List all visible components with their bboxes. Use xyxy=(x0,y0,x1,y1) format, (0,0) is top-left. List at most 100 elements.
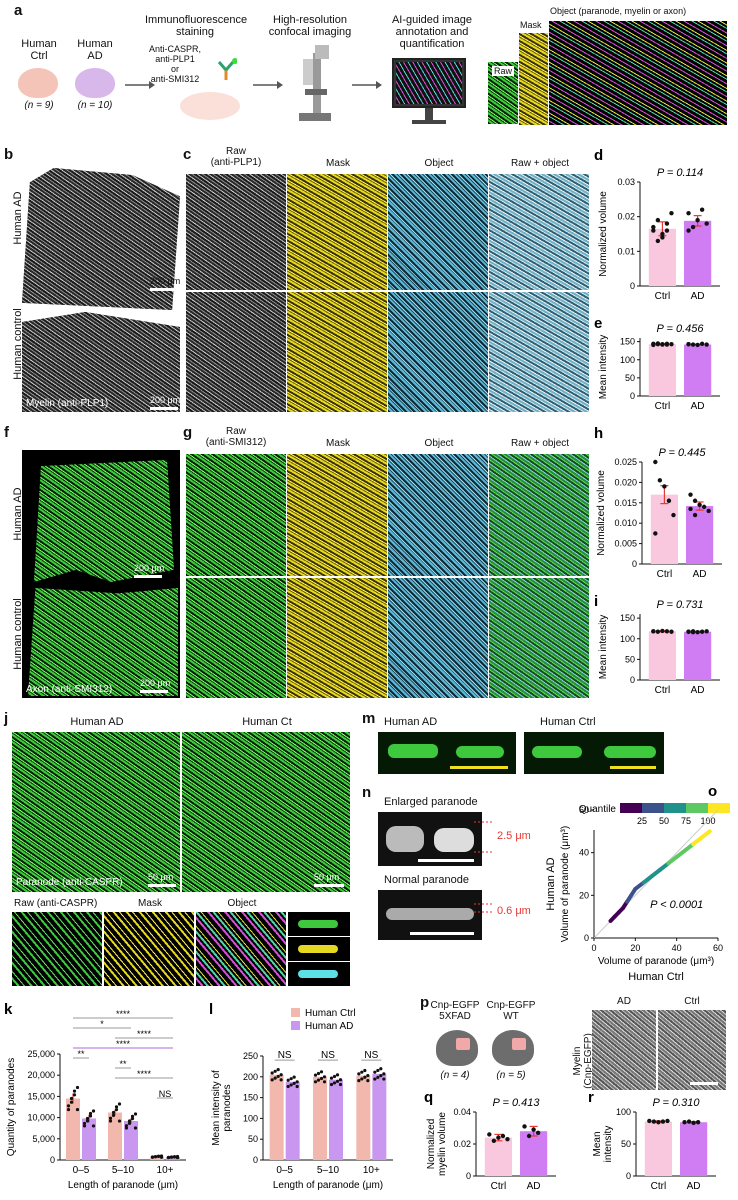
significance-label: NS xyxy=(364,1050,378,1061)
significance-label: * xyxy=(100,1019,104,1029)
panel-label: r xyxy=(588,1089,594,1106)
panel-p-mouse2: Cnp-EGFP WT xyxy=(486,1000,536,1022)
data-point xyxy=(491,1138,497,1143)
data-point xyxy=(660,1119,666,1124)
panel-j-mask-zoom xyxy=(104,912,194,986)
y-axis-label: Volume of paranode (μm³) xyxy=(560,826,571,942)
bar-ad xyxy=(684,344,712,396)
panel-c-object-ad xyxy=(388,174,488,290)
arrow-icon xyxy=(125,81,155,89)
chart-k: k 0 5,000 10,000 15,000 20,000 25,000 Quantity … xyxy=(4,1001,186,1191)
colorbar-tick-label: 75 xyxy=(681,816,691,826)
panel-f-axon-ad-image xyxy=(34,460,174,582)
data-point xyxy=(108,1116,113,1120)
stack-object-label: Object (paranode, myelin or axon) xyxy=(550,6,687,16)
panel-b-myelin-ad-image xyxy=(22,168,180,310)
data-point xyxy=(664,228,670,233)
scale-bar xyxy=(150,288,178,291)
bar-human-ctrl xyxy=(269,1074,284,1160)
panel-g-col1: Raw (anti-SMI312) xyxy=(205,426,267,448)
data-point xyxy=(91,1124,96,1128)
data-point xyxy=(373,1077,377,1081)
data-point xyxy=(704,629,709,634)
data-point xyxy=(669,341,674,347)
significance-label: NS xyxy=(321,1050,335,1061)
y-axis-label: Normalized volume xyxy=(598,191,609,277)
data-point xyxy=(664,221,670,226)
y-tick-label: 250 xyxy=(243,1051,258,1061)
panel-j-raw-zoom xyxy=(12,912,102,986)
data-point xyxy=(114,1105,119,1109)
data-point xyxy=(292,1081,296,1085)
panel-j-scale2: 50 μm xyxy=(314,872,340,882)
significance-label: **** xyxy=(137,1029,152,1039)
y-tick-label: 0.01 xyxy=(617,246,635,256)
data-point xyxy=(166,1155,171,1159)
panel-g-rawobj-ad xyxy=(489,454,589,576)
x-tick-label: 0–5 xyxy=(276,1165,293,1176)
data-point xyxy=(313,1073,318,1077)
data-point xyxy=(313,1080,318,1084)
data-point xyxy=(69,1096,74,1101)
bar-human-ctrl xyxy=(313,1076,327,1160)
y-tick-label: 10,000 xyxy=(27,1113,55,1123)
panel-g-rawobj-ctrl xyxy=(489,578,589,698)
y-axis-label: intensity xyxy=(603,1126,614,1163)
data-point xyxy=(289,1077,293,1081)
panel-g-raw-ctrl xyxy=(186,578,286,698)
data-point xyxy=(322,1075,327,1079)
n-ctrl: (n = 9) xyxy=(24,100,54,111)
significance-label: ** xyxy=(119,1059,127,1069)
data-point xyxy=(526,1133,532,1139)
data-point xyxy=(660,341,665,347)
data-point xyxy=(699,629,705,634)
bar-human-ad xyxy=(82,1118,96,1160)
data-point xyxy=(316,1078,321,1082)
y-tick-label: 0 xyxy=(630,391,635,401)
panel-p-n1: (n = 4) xyxy=(440,1070,470,1081)
panel-c-label: c xyxy=(183,146,192,163)
data-point xyxy=(666,498,672,503)
y-tick-label: 100 xyxy=(620,355,635,365)
data-point xyxy=(692,512,698,518)
y-tick-label: 0 xyxy=(253,1155,258,1165)
bar-human-ctrl xyxy=(150,1156,164,1160)
data-point xyxy=(295,1084,299,1089)
y-tick-label: 0 xyxy=(626,1171,631,1181)
data-point xyxy=(686,341,691,347)
y-axis-label: Normalized xyxy=(426,1119,437,1170)
colorbar-segment xyxy=(664,803,686,813)
data-point xyxy=(695,1120,701,1125)
p-value: P = 0.456 xyxy=(657,323,705,335)
significance-label: **** xyxy=(116,1039,131,1049)
y-tick-label: 150 xyxy=(620,337,635,347)
data-point xyxy=(117,1119,122,1123)
panel-c-mask-ctrl xyxy=(287,292,387,412)
data-point xyxy=(156,1154,161,1158)
data-point xyxy=(357,1079,361,1083)
scale-bar xyxy=(150,407,178,410)
panel-n-bottom: Normal paranode xyxy=(384,874,469,886)
y-tick-label: 0.020 xyxy=(614,477,637,487)
panel-p-mouse1: Cnp-EGFP 5XFAD xyxy=(430,1000,480,1022)
colorbar-tick-label: 50 xyxy=(659,816,669,826)
brain-ad-icon xyxy=(75,68,115,98)
colorbar-title: Quantile xyxy=(579,804,617,815)
bar-ctrl xyxy=(650,494,678,564)
panel-g-col2: Mask xyxy=(326,438,350,449)
data-point xyxy=(75,1107,80,1112)
data-point xyxy=(319,1076,324,1081)
data-point xyxy=(295,1080,299,1084)
x-tick-label: 10+ xyxy=(363,1165,380,1176)
chart-r: r P = 0.310 0 50 100 Mean intensity Ctrl AD xyxy=(588,1089,716,1192)
data-point xyxy=(175,1155,180,1160)
panel-j-sub1: Raw (anti-CASPR) xyxy=(14,898,98,909)
y-tick-label: 0 xyxy=(630,281,635,291)
stack-raw-label: Raw xyxy=(492,66,515,76)
data-point xyxy=(655,629,661,634)
x-tick-label: 5–10 xyxy=(317,1165,340,1176)
panel-c-raw-ad xyxy=(186,174,286,290)
panel-c-col1: Raw (anti-PLP1) xyxy=(210,146,262,168)
panel-label: l xyxy=(209,1001,213,1018)
data-point xyxy=(655,341,661,346)
